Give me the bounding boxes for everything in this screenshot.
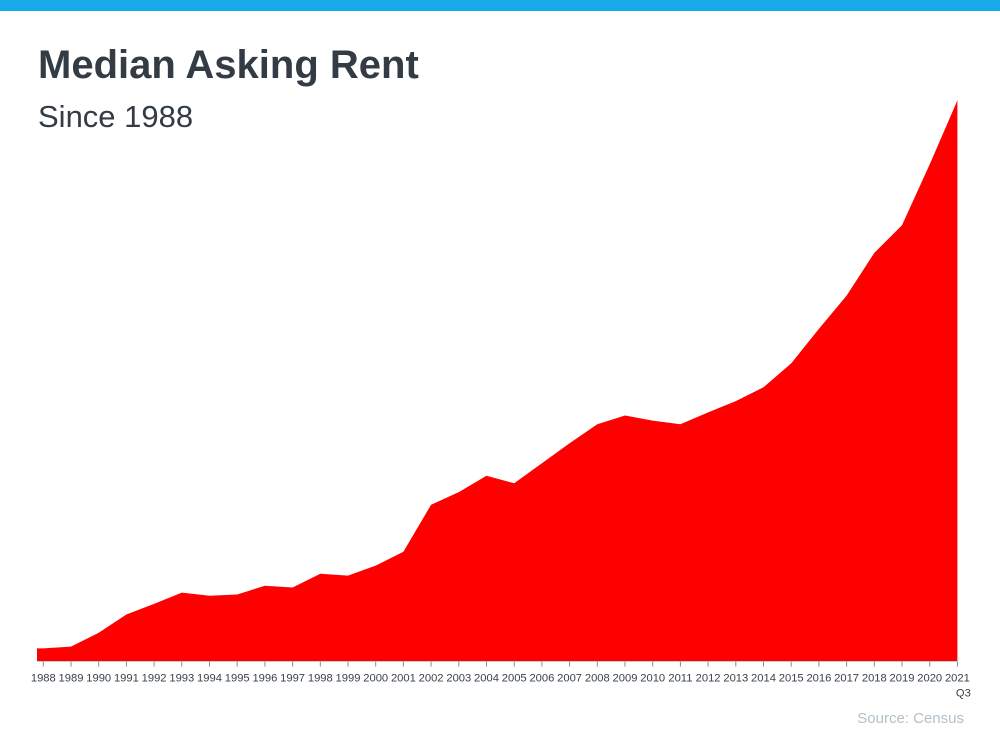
x-axis-label: 2000 — [363, 673, 388, 685]
x-axis-label: 2005 — [502, 673, 527, 685]
x-axis-label: 2003 — [446, 673, 471, 685]
x-axis-label: 1994 — [197, 673, 222, 685]
x-axis-label: 1990 — [86, 673, 111, 685]
x-axis-label: 1993 — [169, 673, 194, 685]
x-axis-label: 2019 — [890, 673, 915, 685]
chart-subtitle: Since 1988 — [38, 99, 194, 134]
x-axis: 1988 1989 1990 1991 1992 1993 1994 1995 1996 1997… — [31, 661, 971, 700]
x-axis-label: 2007 — [557, 673, 582, 685]
x-axis-label: 2012 — [696, 673, 721, 685]
x-axis-label: 1989 — [59, 673, 84, 685]
x-axis-label: 2014 — [751, 673, 776, 685]
x-axis-label: 2004 — [474, 673, 499, 685]
x-axis-label: 1995 — [225, 673, 250, 685]
x-axis-label: 2009 — [613, 673, 638, 685]
source-caption: Source: Census — [857, 710, 964, 727]
x-axis-label: 1988 — [31, 673, 56, 685]
rent-area-series — [37, 100, 958, 661]
x-axis-label: 2011 — [668, 673, 692, 685]
x-axis-label: 2008 — [585, 673, 610, 685]
x-axis-label: 1998 — [308, 673, 333, 685]
chart-title: Median Asking Rent — [38, 43, 419, 87]
x-axis-label: 1999 — [336, 673, 361, 685]
x-axis-label: 2013 — [723, 673, 748, 685]
x-axis-label: 2017 — [834, 673, 859, 685]
x-axis-label: 2001 — [391, 673, 416, 685]
x-axis-label: 2020 — [917, 673, 942, 685]
x-axis-label: 2016 — [806, 673, 831, 685]
x-axis-label: 2018 — [862, 673, 887, 685]
x-axis-sublabel: Q3 — [956, 688, 971, 700]
x-axis-label: 1997 — [280, 673, 305, 685]
x-axis-label: 2002 — [419, 673, 444, 685]
top-accent-bar — [0, 0, 1000, 11]
x-axis-label: 2021 — [945, 673, 970, 685]
x-axis-label: 2010 — [640, 673, 665, 685]
x-axis-label: 2006 — [529, 673, 554, 685]
x-axis-label: 1992 — [142, 673, 167, 685]
x-axis-label: 1996 — [252, 673, 277, 685]
x-axis-label: 1991 — [114, 673, 139, 685]
x-axis-label: 2015 — [779, 673, 804, 685]
